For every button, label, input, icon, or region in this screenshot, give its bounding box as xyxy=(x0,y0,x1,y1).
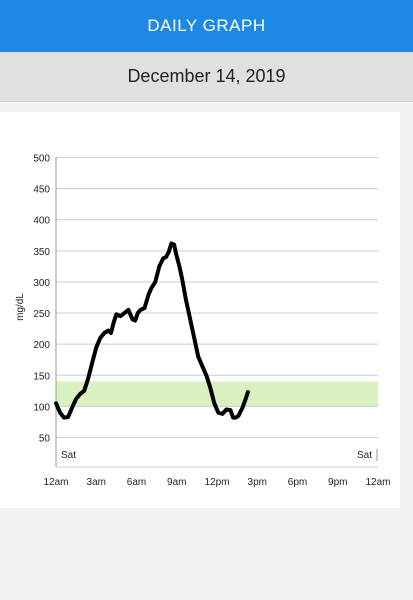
app-header: DAILY GRAPH xyxy=(0,0,413,52)
y-tick-label: 400 xyxy=(33,216,50,227)
x-tick-label: 12am xyxy=(365,477,390,488)
glucose-series-line xyxy=(54,241,250,420)
date-bar[interactable]: December 14, 2019 xyxy=(0,52,413,102)
y-tick-label: 200 xyxy=(33,340,50,351)
y-tick-label: 500 xyxy=(33,154,50,165)
x-tick-label: 3am xyxy=(87,477,106,488)
glucose-line-chart: 50 100 150 200 250 300 350 400 450 500 mg/dL Sat Sat… xyxy=(15,154,391,489)
chart-card: 50 100 150 200 250 300 350 400 450 500 mg/dL Sat Sat… xyxy=(0,112,400,508)
y-tick-label: 50 xyxy=(39,434,51,445)
x-tick-label: 12am xyxy=(43,477,68,488)
selected-date: December 14, 2019 xyxy=(127,66,286,86)
x-tick-label: 6pm xyxy=(288,477,307,488)
y-tick-label: 100 xyxy=(33,402,50,413)
x-tick-label: 9pm xyxy=(328,477,347,488)
day-label: Sat xyxy=(61,450,76,461)
x-tick-label: 12pm xyxy=(204,477,229,488)
day-label: Sat xyxy=(357,450,372,461)
x-tick-label: 3pm xyxy=(248,477,267,488)
y-tick-label: 300 xyxy=(33,278,50,289)
x-tick-label: 9am xyxy=(167,477,186,488)
x-tick-label: 6am xyxy=(127,477,146,488)
y-tick-label: 350 xyxy=(33,247,50,258)
page-title: DAILY GRAPH xyxy=(147,16,266,35)
y-tick-label: 450 xyxy=(33,185,50,196)
target-range-band xyxy=(56,381,378,407)
y-axis-label: mg/dL xyxy=(15,293,26,321)
y-tick-label: 250 xyxy=(33,309,50,320)
y-tick-label: 150 xyxy=(33,371,50,382)
